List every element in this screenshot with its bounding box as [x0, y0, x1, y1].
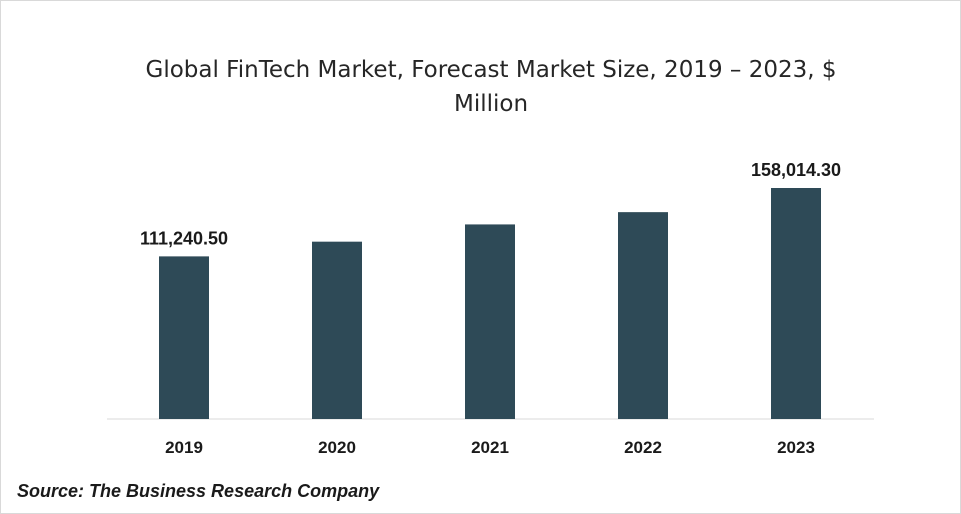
chart-title: Global FinTech Market, Forecast Market S… — [145, 57, 837, 117]
bar-2022 — [618, 212, 668, 419]
x-tick-label-2021: 2021 — [471, 438, 509, 457]
data-label-2019: 111,240.50 — [140, 228, 228, 248]
bar-2021 — [465, 224, 515, 419]
x-tick-label-2020: 2020 — [318, 438, 356, 457]
x-tick-label-2022: 2022 — [624, 438, 662, 457]
x-tick-label-2023: 2023 — [777, 438, 815, 457]
x-tick-label-2019: 2019 — [165, 438, 203, 457]
source-note: Source: The Business Research Company — [17, 481, 380, 501]
bar-2023 — [771, 188, 821, 419]
bar-2019 — [159, 256, 209, 419]
bar-2020 — [312, 241, 362, 419]
data-label-2023: 158,014.30 — [751, 160, 841, 180]
